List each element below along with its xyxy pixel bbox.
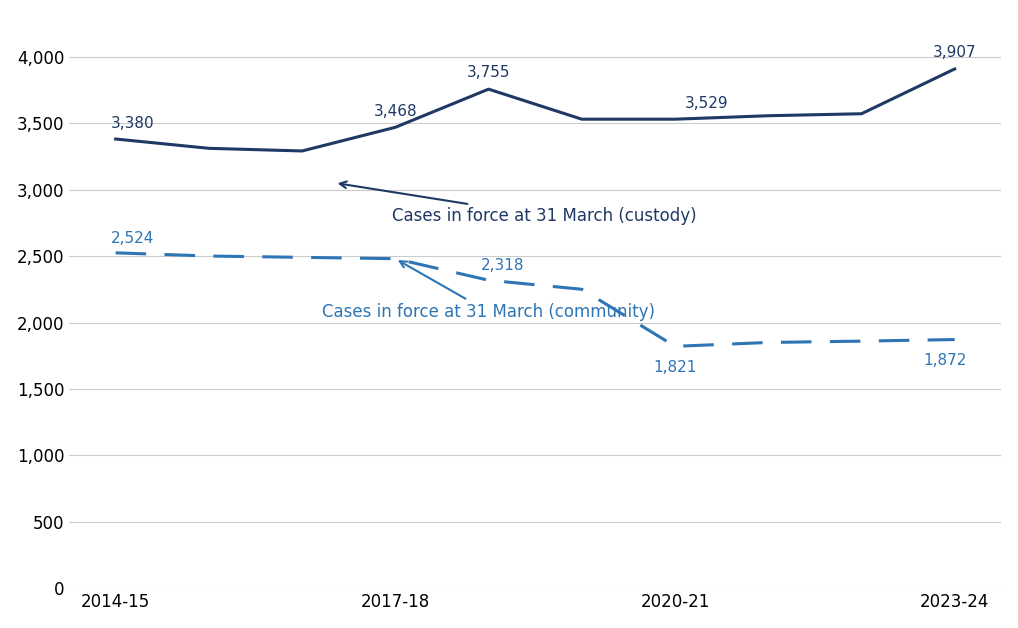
Text: 2,318: 2,318	[480, 258, 524, 273]
Text: Cases in force at 31 March (community): Cases in force at 31 March (community)	[322, 261, 655, 321]
Text: 3,907: 3,907	[932, 45, 976, 60]
Text: 3,380: 3,380	[111, 116, 155, 131]
Text: 2,524: 2,524	[111, 230, 155, 246]
Text: 1,872: 1,872	[923, 353, 967, 368]
Text: 1,821: 1,821	[654, 360, 696, 375]
Text: Cases in force at 31 March (custody): Cases in force at 31 March (custody)	[340, 181, 696, 225]
Text: 3,755: 3,755	[467, 65, 510, 80]
Text: 3,468: 3,468	[374, 104, 417, 119]
Text: 3,529: 3,529	[684, 96, 728, 111]
